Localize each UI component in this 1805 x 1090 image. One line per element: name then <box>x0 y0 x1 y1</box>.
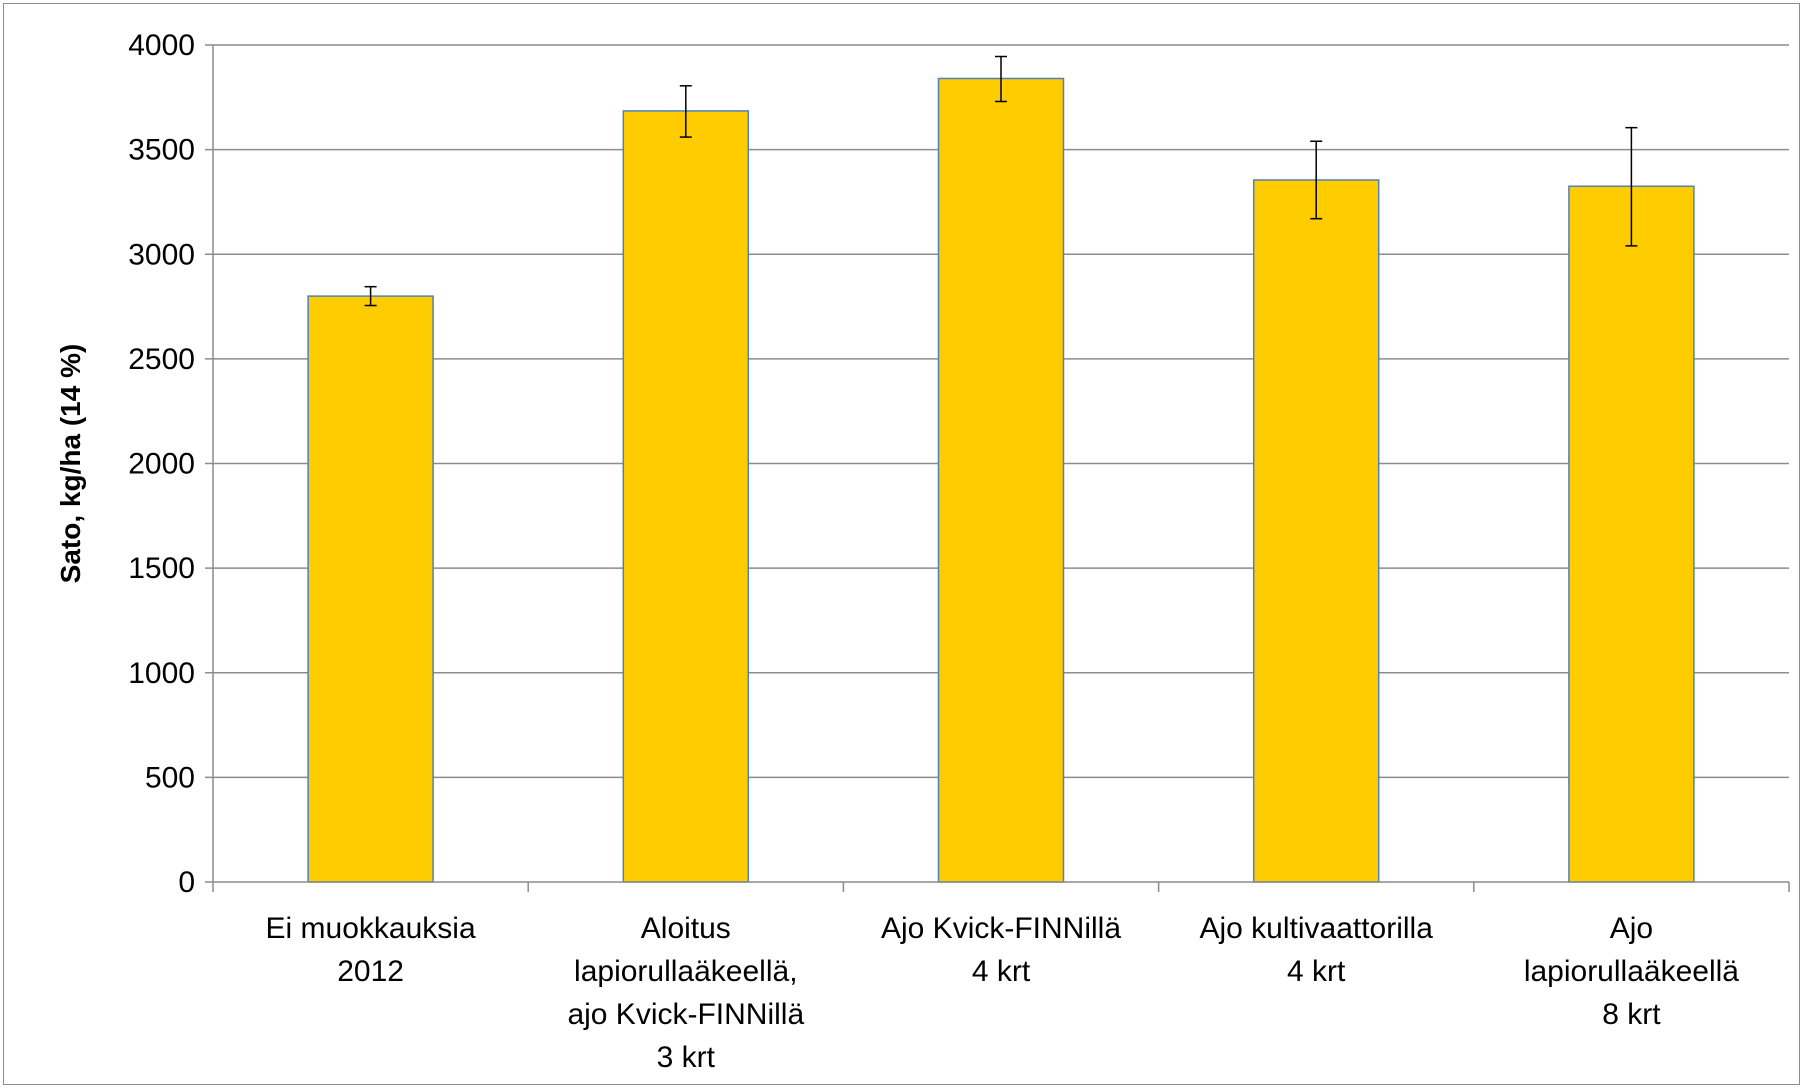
chart-frame <box>3 3 1800 1085</box>
bars <box>307 77 1695 883</box>
bar-2 <box>622 110 750 883</box>
category-label-3: Ajo Kvick-FINNillä 4 krt <box>881 912 1121 988</box>
y-tick-label: 1500 <box>128 552 195 585</box>
category-label-line: lapiorullaäkeellä, <box>574 955 797 988</box>
category-label-4: Ajo kultivaattorilla 4 krt <box>1199 912 1433 988</box>
y-tick-label: 0 <box>178 866 195 899</box>
category-label-line: Ajo <box>1610 912 1653 945</box>
category-label-line: ajo Kvick-FINNillä <box>567 998 804 1031</box>
category-label-2: Aloitus lapiorullaäkeellä, ajo Kvick-FINNi… <box>567 912 804 1074</box>
category-label-line: Aloitus <box>641 912 731 945</box>
category-label-line: 2012 <box>337 955 404 988</box>
bar-4 <box>1252 179 1380 883</box>
category-label-5: Ajo lapiorullaäkeellä 8 krt <box>1524 912 1739 1031</box>
axes <box>212 45 1789 883</box>
y-axis-ticks: 0 500 1000 1500 2000 2500 3000 3500 4000 <box>128 29 213 899</box>
bar-3 <box>937 77 1065 883</box>
y-axis-title: Sato, kg/ha (14 %) <box>55 344 86 584</box>
category-label-1: Ei muokkauksia 2012 <box>266 912 476 988</box>
category-label-line: Ajo Kvick-FINNillä <box>881 912 1121 945</box>
y-tick-label: 2000 <box>128 448 195 481</box>
bar-1 <box>307 295 434 883</box>
bar-5 <box>1568 185 1695 883</box>
y-tick-label: 500 <box>145 761 195 794</box>
y-tick-label: 2500 <box>128 343 195 376</box>
category-label-line: 8 krt <box>1602 998 1661 1031</box>
y-tick-label: 4000 <box>128 29 195 62</box>
y-tick-label: 3000 <box>128 238 195 271</box>
y-tick-label: 3500 <box>128 134 195 167</box>
category-label-line: 4 krt <box>972 955 1031 988</box>
category-label-line: Ajo kultivaattorilla <box>1199 912 1433 945</box>
category-label-line: 4 krt <box>1287 955 1346 988</box>
y-tick-label: 1000 <box>128 657 195 690</box>
category-label-line: Ei muokkauksia <box>266 912 476 945</box>
x-axis-ticks <box>212 882 1790 892</box>
category-labels: Ei muokkauksia 2012 Aloitus lapiorullaäkeel… <box>266 912 1740 1074</box>
category-label-line: 3 krt <box>657 1041 716 1074</box>
error-bars <box>364 55 1638 307</box>
category-label-line: lapiorullaäkeellä <box>1524 955 1739 988</box>
